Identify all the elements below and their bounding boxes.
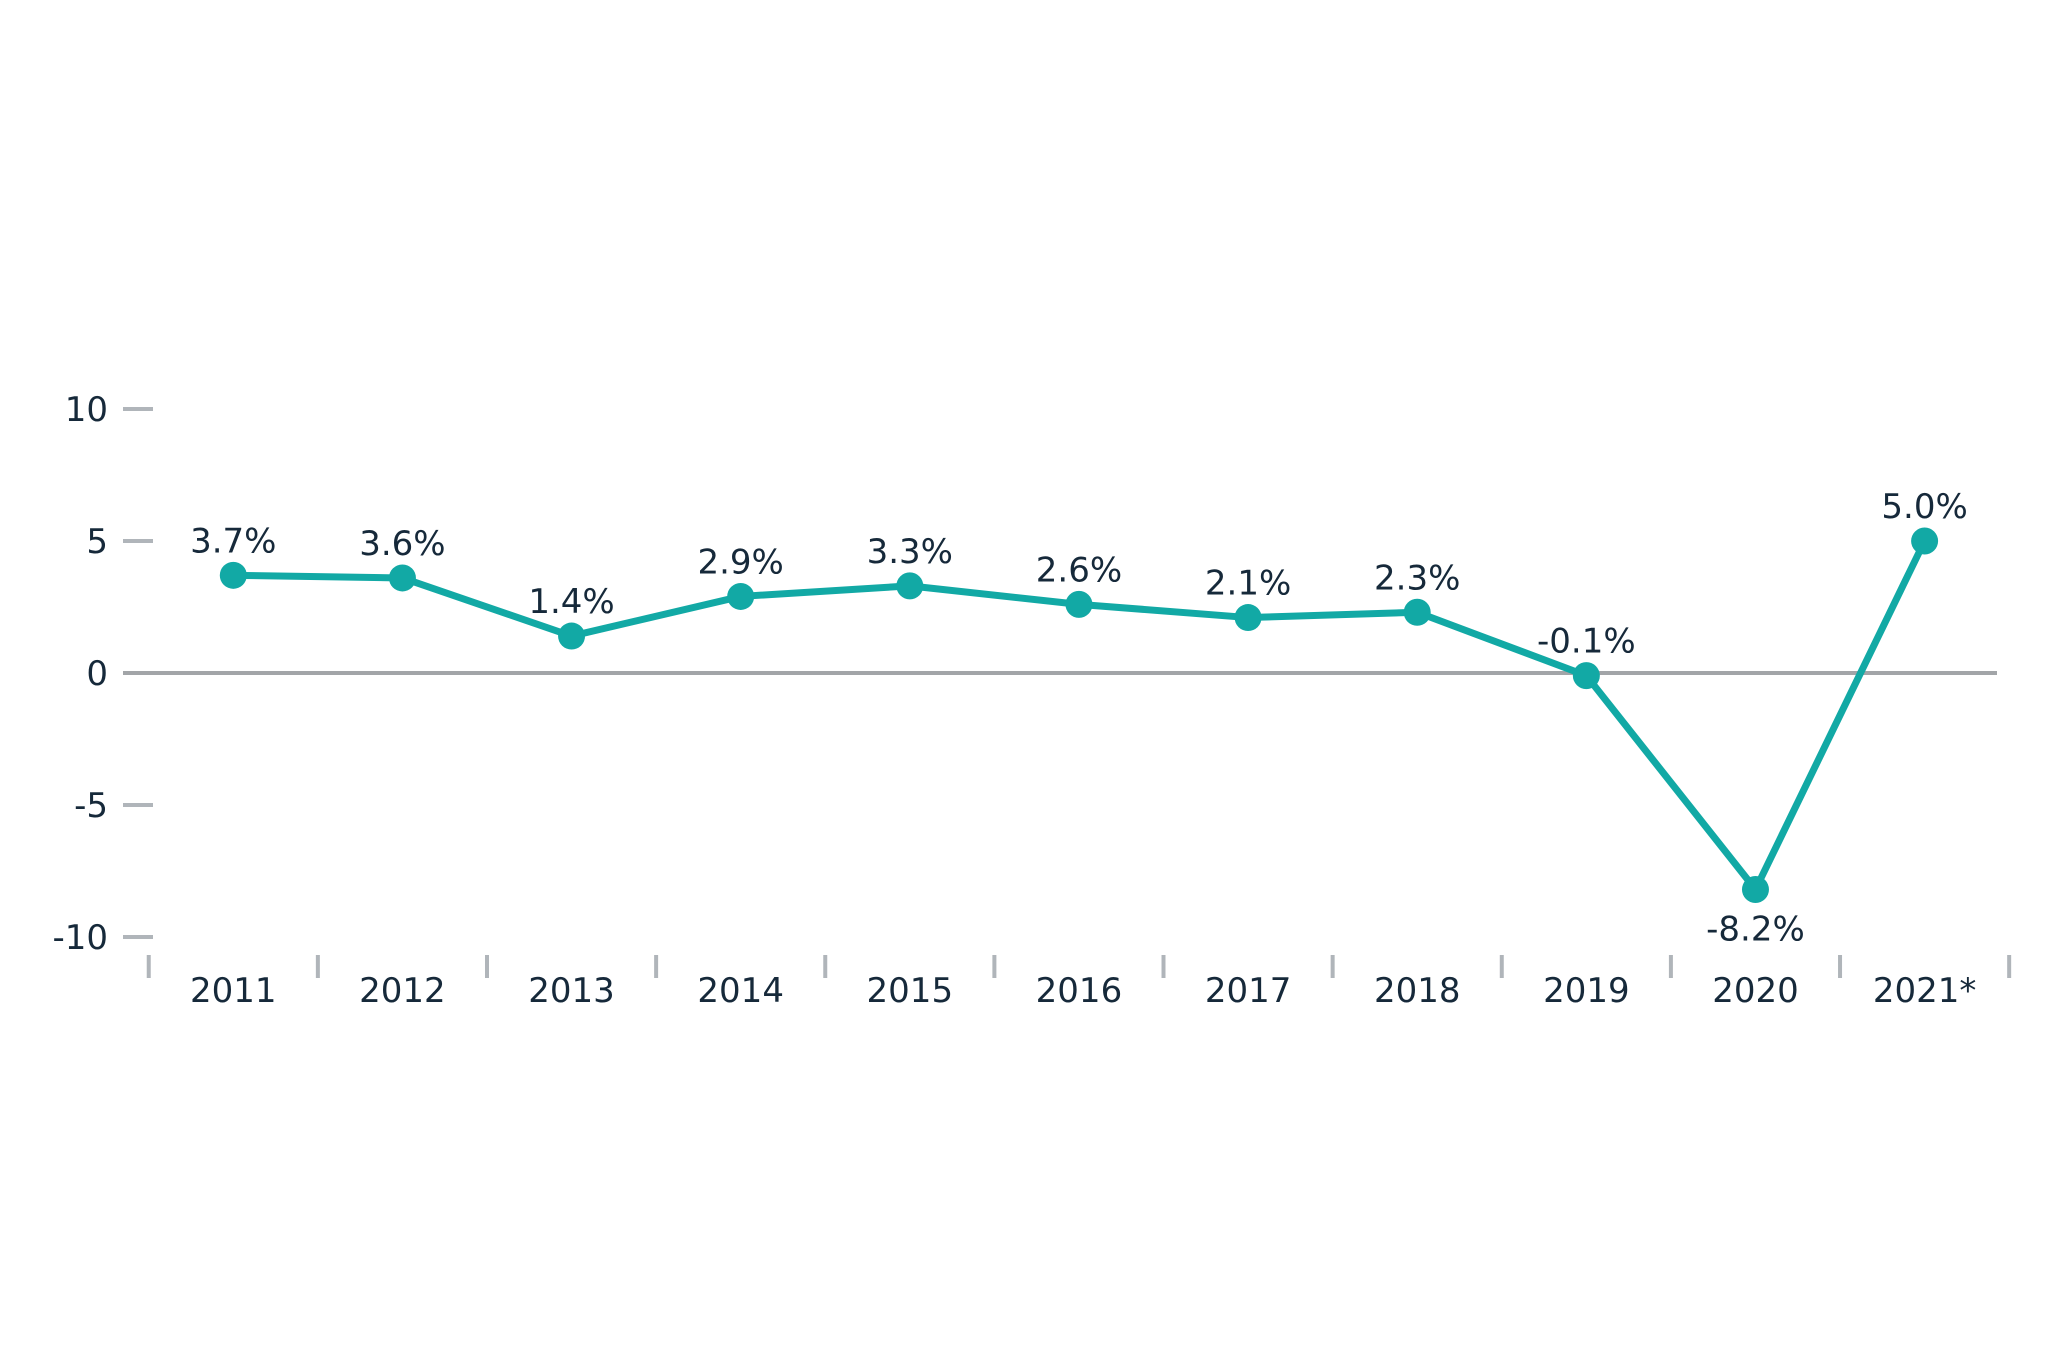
data-point-label: 5.0% [1881,487,1967,527]
data-point-label: 2.6% [1036,550,1122,590]
y-axis-label: 5 [86,522,108,562]
data-point-label: 3.7% [190,521,276,561]
y-axis-label: 10 [65,390,108,430]
data-point [219,561,247,589]
data-point-label: 2.9% [697,542,783,582]
data-point-label: 2.1% [1205,564,1291,604]
x-axis-label: 2017 [1205,971,1292,1011]
data-point [1403,598,1431,626]
data-point-label: -8.2% [1706,909,1805,949]
data-point [896,572,924,600]
x-axis-label: 2011 [190,971,277,1011]
x-axis-label: 2020 [1712,971,1799,1011]
data-point [1234,604,1262,632]
x-axis-label: 2015 [867,971,954,1011]
data-point-label: 3.6% [359,524,445,564]
data-point [558,622,586,650]
x-axis-label: 2014 [697,971,784,1011]
data-point [727,582,755,610]
data-point [1911,527,1939,555]
x-axis-label: 2012 [359,971,446,1011]
x-axis-label: 2019 [1543,971,1630,1011]
y-axis-label: -10 [52,918,108,958]
data-point [1741,875,1769,903]
data-point [1572,662,1600,690]
data-point-label: 3.3% [867,532,953,572]
y-axis-label: 0 [86,654,108,694]
data-point-label: 2.3% [1374,558,1460,598]
x-axis-label: 2016 [1036,971,1123,1011]
x-axis-label: 2021* [1873,971,1977,1011]
x-axis-label: 2013 [528,971,615,1011]
data-point [388,564,416,592]
data-point-label: 1.4% [528,582,614,622]
y-axis-label: -5 [74,786,108,826]
data-point [1065,590,1093,618]
data-point-label: -0.1% [1537,622,1636,662]
x-axis-label: 2018 [1374,971,1461,1011]
